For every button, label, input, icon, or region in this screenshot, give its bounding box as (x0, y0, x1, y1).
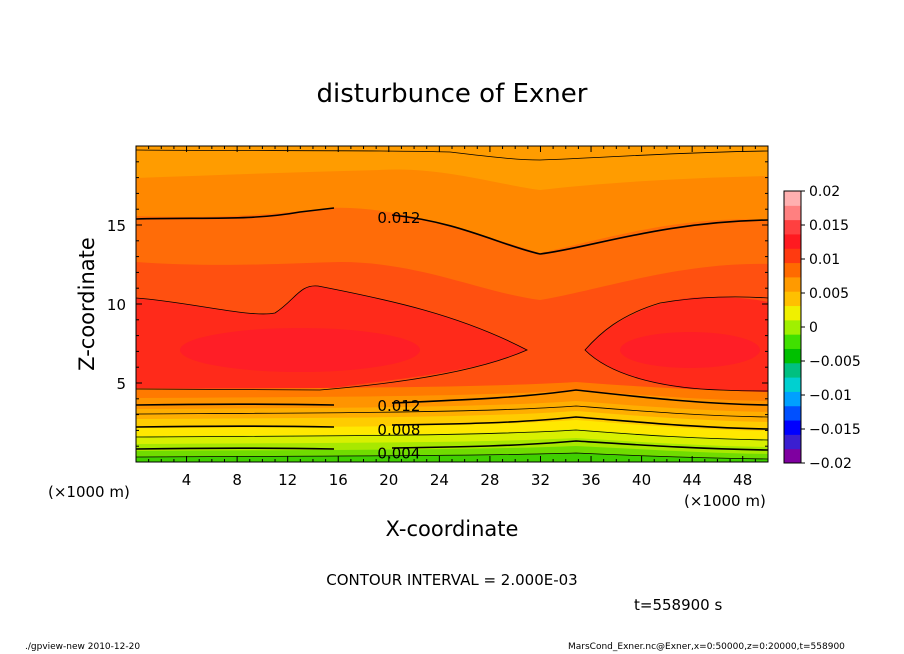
x-tick-label: 36 (581, 471, 600, 489)
x-tick-label: 20 (379, 471, 398, 489)
x-unit-left: (×1000 m) (48, 483, 130, 501)
colorbar-tick-label: −0.005 (809, 354, 861, 370)
contour-0.014-right (584, 296, 768, 392)
contour-label: 0.012 (377, 397, 420, 415)
colorbar-swatch (784, 319, 801, 335)
contour-label: 0.008 (377, 421, 420, 439)
y-tick-label: 10 (107, 296, 126, 314)
field-bottom-9 (136, 453, 768, 462)
colorbar-swatch (784, 191, 801, 206)
time-label: t=558900 s (634, 596, 722, 614)
chart-title: disturbunce of Exner (317, 79, 588, 109)
x-tick-label: 32 (531, 471, 550, 489)
x-tick-label: 4 (182, 471, 192, 489)
field-max-right (620, 332, 760, 368)
colorbar-swatch (784, 305, 801, 321)
colorbar-swatch (784, 391, 801, 407)
colorbar-swatch (784, 205, 801, 221)
contour-0.004-lower (136, 440, 768, 451)
colorbar-tick-label: 0.015 (809, 218, 849, 234)
colorbar-swatch (784, 291, 801, 307)
contour-label: 0.004 (377, 445, 420, 463)
contour-0.012-lower (136, 389, 768, 406)
x-tick-label: 48 (733, 471, 752, 489)
y-axis-label: Z-coordinate (75, 237, 99, 371)
contour-upper (136, 149, 768, 161)
colorbar-tick-label: 0 (809, 320, 818, 336)
colorbar: 0.02 0.015 0.01 0.005 0 −0.005 −0.01 −0.015 −0.0… (783, 184, 861, 472)
x-tick-label: 8 (232, 471, 242, 489)
x-tick-label: 28 (480, 471, 499, 489)
footer-left: ./gpview-new 2010-12-20 (25, 642, 141, 652)
y-tick-label: 15 (107, 217, 126, 235)
colorbar-tick-label: 0.02 (809, 184, 840, 200)
colorbar-swatch (784, 262, 801, 278)
footer-right: MarsCond_Exner.nc@Exner,x=0:50000,z=0:20… (568, 642, 845, 652)
contour-0.006-lower (136, 429, 768, 441)
x-tick-label: 12 (278, 471, 297, 489)
x-axis-label: X-coordinate (386, 517, 519, 541)
colorbar-swatch (784, 448, 801, 464)
plot-area (136, 146, 768, 462)
colorbar-tick-label: −0.01 (809, 388, 852, 404)
colorbar-swatch (784, 420, 801, 435)
colorbar-tick-label: −0.015 (809, 422, 861, 438)
colorbar-swatch (784, 348, 801, 364)
colorbar-swatch (784, 276, 801, 292)
contour-0.010-lower (136, 405, 768, 418)
contour-0.014-left (136, 285, 528, 391)
colorbar-swatch (784, 334, 801, 349)
field-max-left (180, 328, 420, 372)
colorbar-swatch (784, 233, 801, 249)
contour-label: 0.012 (377, 209, 420, 227)
contour-0.002-lower (136, 452, 768, 460)
x-tick-label: 44 (683, 471, 702, 489)
colorbar-swatch (784, 434, 801, 450)
contour-interval: CONTOUR INTERVAL = 2.000E-03 (326, 571, 577, 589)
y-tick-label: 5 (116, 375, 126, 393)
x-unit-right: (×1000 m) (684, 492, 766, 510)
colorbar-swatch (784, 377, 801, 392)
colorbar-swatch (784, 219, 801, 235)
colorbar-swatch (784, 362, 801, 378)
colorbar-swatch (784, 405, 801, 421)
colorbar-tick-label: 0.005 (809, 286, 849, 302)
colorbar-tick-label: −0.02 (809, 456, 852, 472)
contour-0.008-lower (136, 416, 768, 430)
x-tick-label: 40 (632, 471, 651, 489)
colorbar-swatch (784, 248, 801, 264)
x-tick-label: 24 (430, 471, 449, 489)
x-tick-label: 16 (329, 471, 348, 489)
colorbar-tick-label: 0.01 (809, 252, 840, 268)
contour-0.012-upper (136, 207, 768, 255)
